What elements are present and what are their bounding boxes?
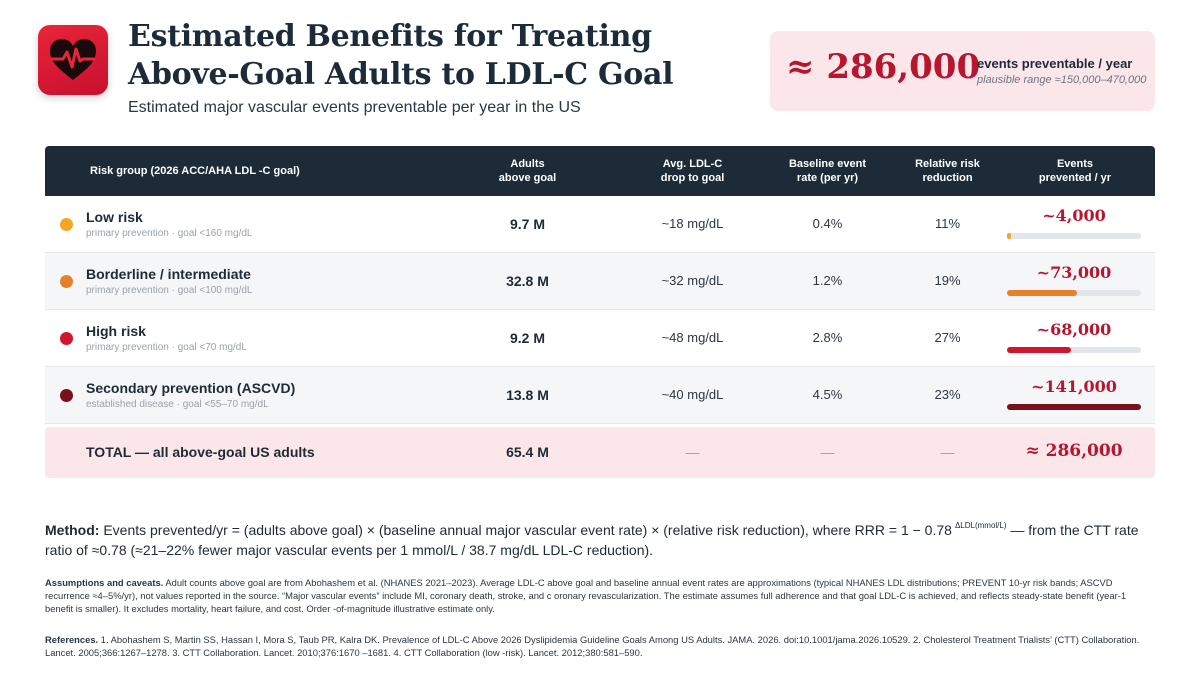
table-row: High risk primary prevention · goal <70 m… (45, 310, 1155, 367)
events-bar-fill (1007, 290, 1077, 296)
risk-group-name: Low risk (86, 209, 143, 225)
risk-group-goal: primary prevention · goal <100 mg/dL (86, 285, 253, 296)
ldl-drop: ~48 mg/dL (661, 330, 724, 345)
headline-callout: ≈ 286,000 events preventable / year plau… (770, 31, 1155, 111)
page-title: Estimated Benefits for Treating Above-Go… (128, 19, 674, 92)
risk-group-goal: established disease · goal <55–70 mg/dL (86, 399, 269, 410)
adults-above-goal: 32.8 M (506, 273, 549, 289)
method-label: Method: (45, 522, 100, 538)
headline-range: plausible range ≈150,000–470,000 (977, 74, 1147, 86)
risk-group-goal: primary prevention · goal <70 mg/dL (86, 342, 247, 353)
events-bar-track (1007, 233, 1141, 239)
risk-dot (60, 332, 73, 345)
events-bar-track (1007, 347, 1141, 353)
ldl-drop: ~32 mg/dL (661, 273, 724, 288)
method-note: Method: Events prevented/yr = (adults ab… (45, 520, 1155, 560)
headline-value: ≈ 286,000 (786, 47, 981, 87)
page-subtitle: Estimated major vascular events preventa… (128, 99, 581, 116)
risk-group-name: High risk (86, 323, 146, 339)
relative-risk-reduction: 19% (934, 273, 961, 288)
adults-above-goal: 9.7 M (509, 216, 545, 232)
relative-risk-reduction: 23% (934, 387, 961, 402)
adults-above-goal: 9.2 M (509, 330, 545, 346)
headline-label: events preventable / year (977, 56, 1133, 71)
references-label: References. (45, 634, 99, 645)
table-row: Secondary prevention (ASCVD) established … (45, 367, 1155, 424)
events-bar-track (1007, 404, 1141, 410)
events-bar-fill (1007, 347, 1071, 353)
col-adults: Adults above goal (498, 158, 557, 184)
events-prevented: ~68,000 (1036, 320, 1112, 339)
events-prevented: ~141,000 (1031, 377, 1117, 396)
relative-risk-reduction: 27% (934, 330, 961, 345)
references-note: References. 1. Abohashem S, Martin SS, H… (45, 633, 1155, 659)
baseline-rate: 1.2% (812, 273, 843, 288)
ldl-drop: ~18 mg/dL (661, 216, 724, 231)
references-text: 1. Abohashem S, Martin SS, Hassan I, Mor… (45, 634, 1140, 658)
assumptions-label: Assumptions and caveats. (45, 577, 164, 588)
events-bar-fill (1007, 233, 1011, 239)
app-logo (38, 25, 108, 95)
heart-pulse-icon (50, 39, 96, 80)
col-risk-group: Risk group (2026 ACC/AHA LDL -C goal) (90, 165, 300, 177)
col-rrr: Relative risk reduction (915, 158, 980, 184)
total-drop-dash: — (685, 444, 700, 460)
baseline-rate: 2.8% (812, 330, 843, 345)
total-adults: 65.4 M (506, 444, 549, 460)
total-rrr-dash: — (940, 444, 955, 460)
baseline-rate: 0.4% (812, 216, 843, 231)
table-row: Low risk primary prevention · goal <160 m… (45, 196, 1155, 253)
table-header: Risk group (2026 ACC/AHA LDL -C goal) Ad… (45, 146, 1155, 196)
ldl-drop: ~40 mg/dL (661, 387, 724, 402)
risk-group-goal: primary prevention · goal <160 mg/dL (86, 228, 253, 239)
events-bar-track (1007, 290, 1141, 296)
risk-dot (60, 218, 73, 231)
total-label: TOTAL — all above-goal US adults (86, 444, 315, 460)
risk-dot (60, 389, 73, 402)
events-prevented: ~73,000 (1036, 263, 1112, 282)
total-row: TOTAL — all above-goal US adults 65.4 M … (45, 427, 1155, 478)
col-events: Events prevented / yr (1038, 158, 1112, 184)
method-exponent: ΔLDL(mmol/L) (954, 521, 1007, 530)
risk-group-name: Borderline / intermediate (86, 266, 251, 282)
events-prevented: ~4,000 (1042, 206, 1106, 225)
method-text-b: — from the CTT rate ratio of ≈0.78 (≈21–… (45, 522, 1139, 558)
risk-group-name: Secondary prevention (ASCVD) (86, 380, 296, 396)
assumptions-text: Adult counts above goal are from Abohash… (45, 577, 1127, 614)
total-rate-dash: — (820, 444, 835, 460)
table-row: Borderline / intermediate primary prevent… (45, 253, 1155, 310)
relative-risk-reduction: 11% (934, 216, 961, 231)
col-ldl-drop: Avg. LDL-C drop to goal (660, 158, 725, 184)
events-bar-fill (1007, 404, 1141, 410)
baseline-rate: 4.5% (812, 387, 843, 402)
method-text-a: Events prevented/yr = (adults above goal… (103, 522, 952, 538)
risk-dot (60, 275, 73, 288)
col-baseline-rate: Baseline event rate (per yr) (788, 158, 867, 184)
adults-above-goal: 13.8 M (506, 387, 549, 403)
assumptions-note: Assumptions and caveats. Adult counts ab… (45, 576, 1155, 615)
total-events: ≈ 286,000 (1025, 441, 1123, 461)
